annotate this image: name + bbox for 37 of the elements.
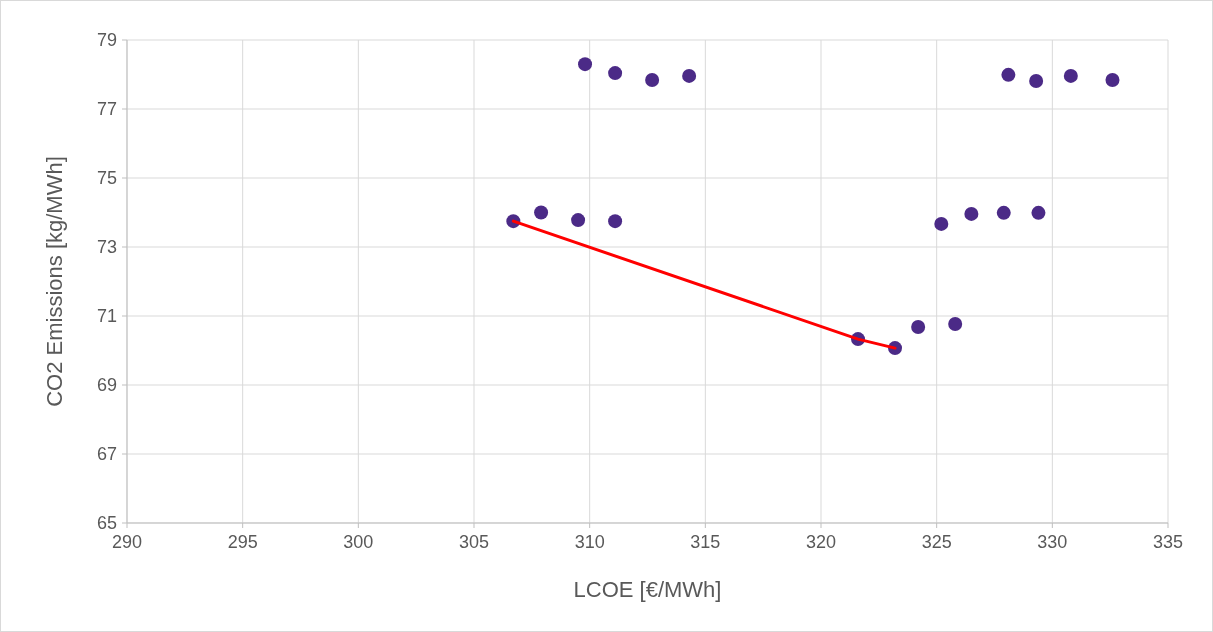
y-tick-label: 71 [96, 306, 117, 326]
point [1001, 67, 1016, 82]
x-tick-label: 325 [921, 532, 952, 552]
y-tick-label: 73 [96, 237, 117, 257]
y-tick-label: 75 [96, 168, 117, 188]
y-axis-title: CO2 Emissions [kg/MWh] [42, 156, 67, 407]
x-tick-label: 295 [227, 532, 258, 552]
x-tick-label: 290 [111, 532, 143, 552]
point [534, 205, 549, 220]
x-tick-label: 335 [1152, 532, 1184, 552]
x-tick-label: 310 [574, 532, 605, 552]
y-tick-label: 69 [96, 375, 117, 395]
x-tick-label: 330 [1037, 532, 1068, 552]
x-tick-label: 315 [690, 532, 721, 552]
point [964, 206, 979, 221]
point [1063, 68, 1078, 83]
point [682, 68, 697, 83]
point [911, 320, 926, 335]
point [934, 216, 949, 231]
point [645, 73, 660, 88]
x-tick-label: 305 [458, 532, 490, 552]
x-tick-label: 300 [343, 532, 374, 552]
x-axis-title: LCOE [€/MWh] [573, 577, 722, 602]
y-tick-label: 77 [96, 99, 117, 119]
point [996, 205, 1011, 220]
point [578, 57, 593, 72]
y-tick-label: 67 [96, 444, 117, 464]
point [948, 316, 963, 331]
point [608, 66, 623, 81]
point [1105, 73, 1120, 88]
point [608, 214, 623, 229]
point [1029, 74, 1044, 89]
x-tick-label: 320 [805, 532, 837, 552]
point [1031, 205, 1046, 220]
point [571, 213, 586, 228]
y-tick-label: 79 [96, 30, 117, 50]
y-tick-label: 65 [96, 513, 117, 533]
